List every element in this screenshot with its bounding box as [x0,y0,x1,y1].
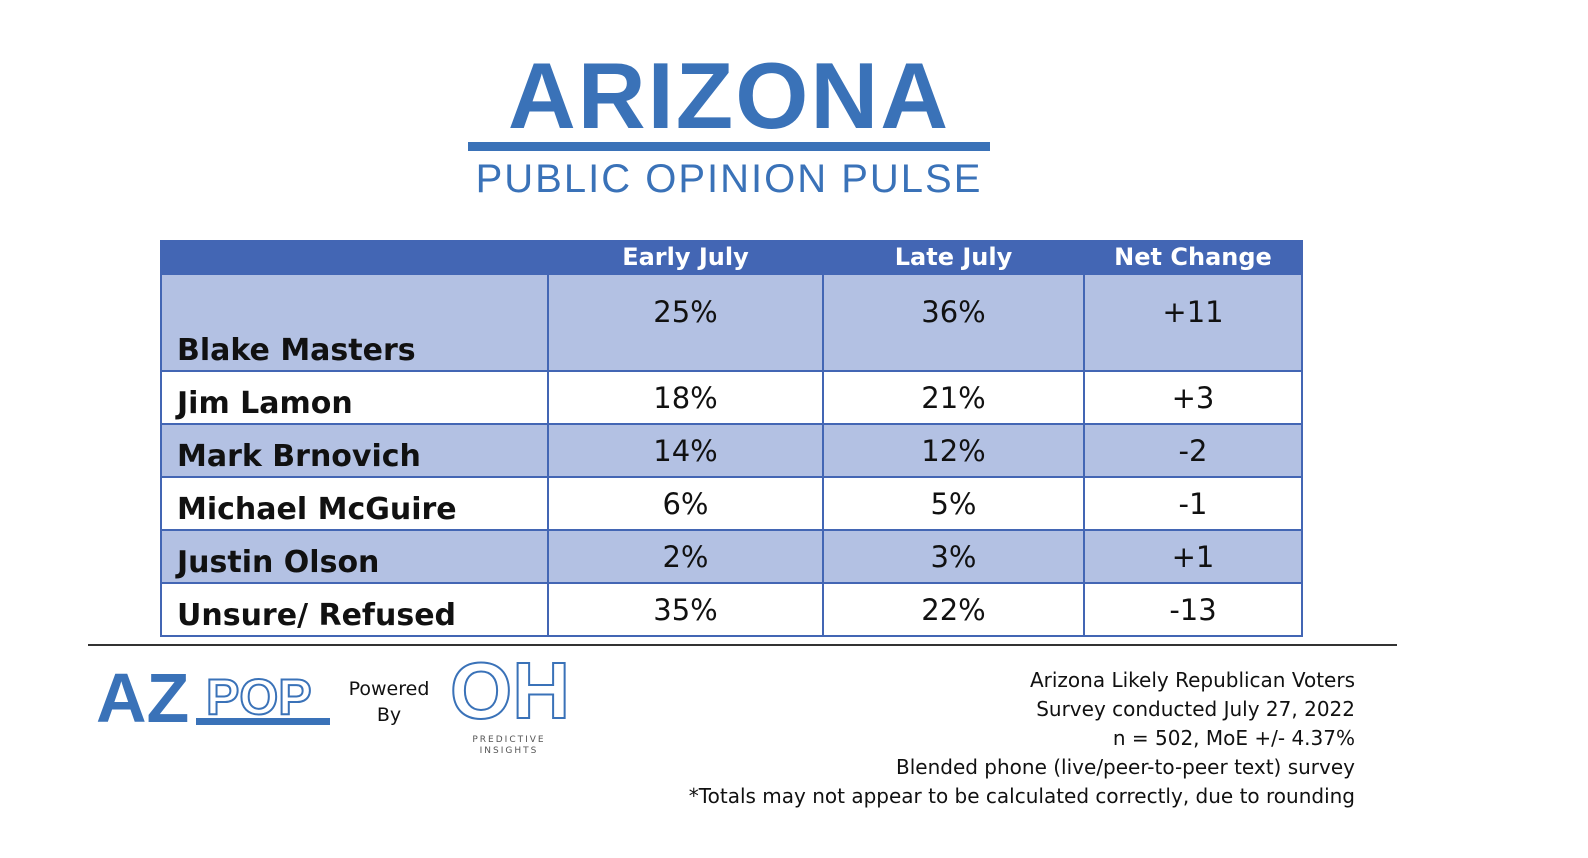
table-row: Blake Masters 25% 36% +11 [160,273,1303,372]
candidate-name: Blake Masters [160,273,549,372]
powered-by-label: Powered By [347,676,431,728]
oh-logo-mark: OH [450,654,568,726]
note-method: Blended phone (live/peer-to-peer text) s… [896,755,1355,779]
powered-line-2: By [376,704,402,726]
azpop-logo-pop: POP [206,669,312,725]
net-change-value: -2 [1083,423,1303,478]
table-row: Mark Brnovich 14% 12% -2 [160,423,1303,478]
survey-notes: Arizona Likely Republican Voters Survey … [689,666,1355,811]
early-july-value: 35% [547,582,824,637]
oh-logo-caption: PREDICTIVE INSIGHTS [462,735,556,757]
candidate-name: Unsure/ Refused [160,582,549,637]
azpop-logo-underline [196,718,330,725]
report-subtitle: PUBLIC OPINION PULSE [475,157,983,201]
early-july-value: 2% [547,529,824,584]
late-july-value: 3% [822,529,1085,584]
note-sample-size: n = 502, MoE +/- 4.37% [1112,726,1355,750]
net-change-value: +1 [1083,529,1303,584]
net-change-value: -13 [1083,582,1303,637]
late-july-value: 21% [822,370,1085,425]
note-population: Arizona Likely Republican Voters [1029,668,1355,692]
candidate-name: Justin Olson [160,529,549,584]
azpop-logo-az: AZ [96,664,189,728]
title-underline [468,142,990,151]
report-header: ARIZONA PUBLIC OPINION PULSE [468,43,990,203]
table-row: Justin Olson 2% 3% +1 [160,529,1303,584]
powered-line-1: Powered [348,678,430,700]
oh-predictive-insights-logo: OH [450,654,568,726]
early-july-value: 14% [547,423,824,478]
early-july-value: 25% [547,273,824,372]
column-header-net-change: Net Change [1083,240,1303,274]
note-rounding: *Totals may not appear to be calculated … [688,784,1355,808]
late-july-value: 22% [822,582,1085,637]
column-header-late-july: Late July [822,240,1085,274]
candidate-name: Mark Brnovich [160,423,549,478]
table-row: Michael McGuire 6% 5% -1 [160,476,1303,531]
net-change-value: -1 [1083,476,1303,531]
candidate-name: Jim Lamon [160,370,549,425]
azpop-logo: AZ POP [96,664,330,728]
candidate-name: Michael McGuire [160,476,549,531]
table-row: Unsure/ Refused 35% 22% -13 [160,582,1303,637]
poll-results-table: Early July Late July Net Change Blake Ma… [160,240,1303,637]
table-header-row: Early July Late July Net Change [160,240,1303,274]
footer-divider [88,644,1397,646]
late-july-value: 36% [822,273,1085,372]
column-header-candidate [160,240,549,274]
late-july-value: 5% [822,476,1085,531]
early-july-value: 18% [547,370,824,425]
table-row: Jim Lamon 18% 21% +3 [160,370,1303,425]
note-survey-date: Survey conducted July 27, 2022 [1036,697,1355,721]
oh-caption-line-1: PREDICTIVE [472,735,546,745]
early-july-value: 6% [547,476,824,531]
late-july-value: 12% [822,423,1085,478]
net-change-value: +3 [1083,370,1303,425]
net-change-value: +11 [1083,273,1303,372]
column-header-early-july: Early July [547,240,824,274]
oh-caption-line-2: INSIGHTS [479,746,539,756]
report-title: ARIZONA [507,43,951,148]
